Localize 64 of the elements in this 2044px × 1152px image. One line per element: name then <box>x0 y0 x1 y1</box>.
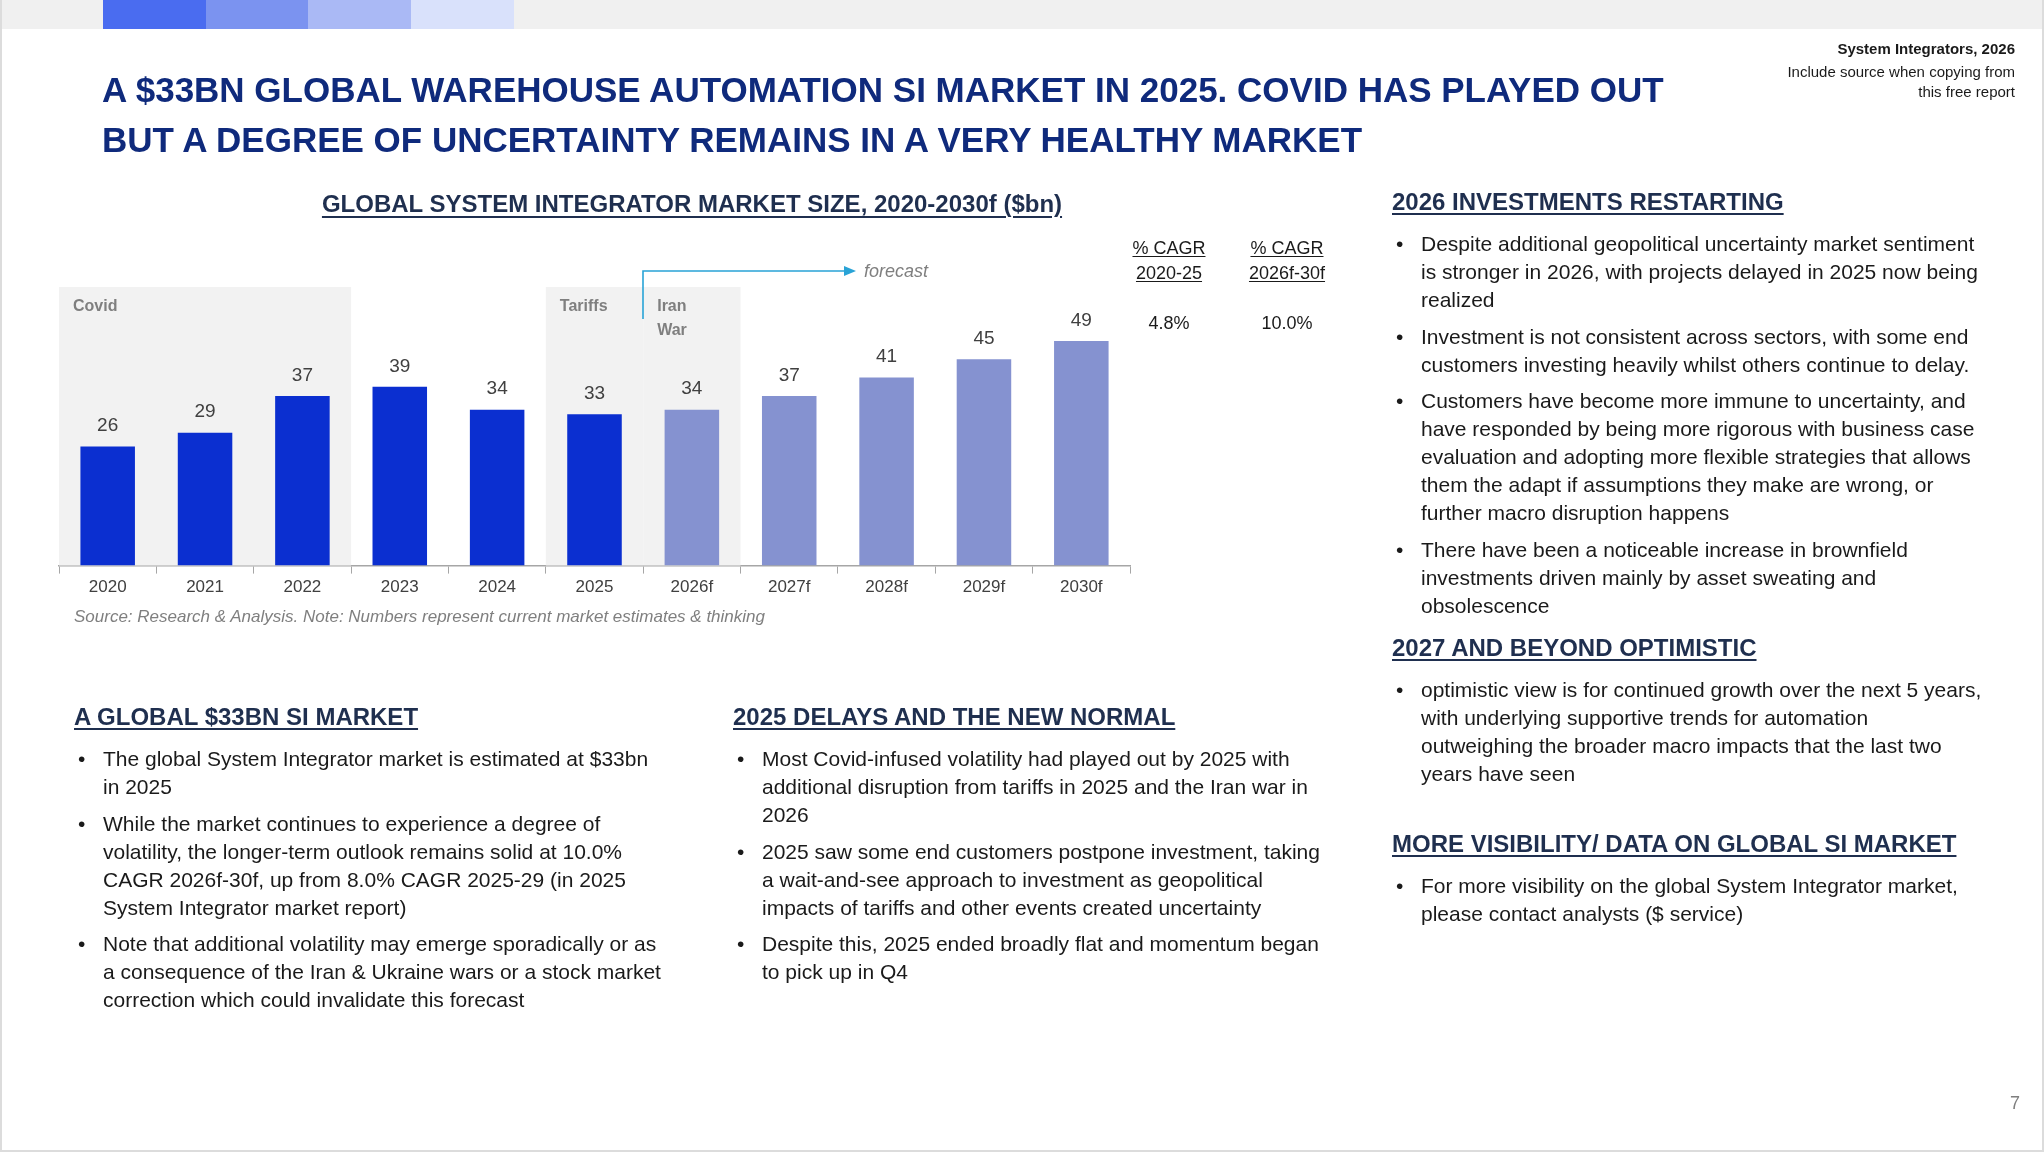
text: • For more visibility on the global System Integrator market, please contact analysts ($ service) <box>1396 872 1958 925</box>
text: MORE VISIBILITY/ DATA ON GLOBAL SI MARKET <box>1392 828 1957 859</box>
text: A GLOBAL $33BN SI MARKET <box>74 702 419 732</box>
data-label: 37 <box>291 363 313 385</box>
band-label: Tariffs <box>559 297 608 315</box>
x-tick-label: 2023 <box>380 577 419 597</box>
text: • The global System Integrator market is estimated at $33bn in 2025 <box>78 746 649 798</box>
data-label: 29 <box>194 400 216 422</box>
bar <box>1054 340 1109 566</box>
data-label: 41 <box>876 345 898 367</box>
data-label: 49 <box>1070 308 1092 330</box>
bar <box>956 359 1012 566</box>
x-tick-label: 2028f <box>865 577 909 597</box>
data-label: 45 <box>973 327 995 348</box>
data-label: 26 <box>97 414 119 436</box>
x-tick-label: 2027f <box>767 577 811 597</box>
text: 4.8% <box>1147 312 1191 335</box>
data-label: 37 <box>778 363 800 385</box>
source-note: Source: Research & Analysis. Note: Numbers represent current market estimates & thinking <box>74 606 765 628</box>
text: • Despite this, 2025 ended broadly flat and momentum began to pick up in Q4 <box>737 931 1319 983</box>
text: forecast <box>864 260 929 282</box>
data-label: 34 <box>681 377 703 399</box>
text: A $33BN GLOBAL WAREHOUSE AUTOMATION SI MARKET IN 2025. COVID HAS PLAYED OUT BUT A DEGREE OF UNCERTAINTY REMAINS IN A VERY HEALTHY MARKET <box>102 69 1665 161</box>
bar <box>761 395 817 566</box>
text: • Most Covid-infused volatility had played out by 2025 with additional disruption from tariffs in 2025 and the Iran war in 2026 <box>737 746 1308 826</box>
text: 2025 DELAYS AND THE NEW NORMAL <box>733 702 1176 732</box>
x-tick-label: 2022 <box>283 577 322 597</box>
bar <box>664 409 720 566</box>
text: % CAGR 2026f-30f <box>1247 237 1327 285</box>
text: % CAGR 2020-25 <box>1131 237 1207 285</box>
bar <box>372 386 428 566</box>
text: • There have been a noticeable increase in brownfield investments driven mainly by asset sweating and obsolescence <box>1396 536 1908 617</box>
x-tick-label: 2021 <box>186 577 224 597</box>
bar <box>80 446 135 566</box>
chart-title: GLOBAL SYSTEM INTEGRATOR MARKET SIZE, 2020-2030f ($bn) <box>321 189 1063 219</box>
text: 7 <box>2009 1092 2021 1114</box>
text: • 2025 saw some end customers postpone investment, taking a wait-and-see approach to investment as geopolitical impacts of tariffs and other events created uncertainty <box>737 838 1320 919</box>
text: Include source when copying from this free report <box>1787 62 2015 102</box>
bar <box>859 377 914 566</box>
x-tick-label: 2020 <box>88 577 127 597</box>
x-tick-label: 2025 <box>575 577 614 597</box>
text: • Investment is not consistent across sectors, with some end customers investing heavily whilst others continue to delay. <box>1396 323 1970 376</box>
text: • Customers have become more immune to uncertainty, and have responded by being more rigorous with business case evaluation and adopting more flexible strategies that allows them the adapt if assumptions they make are wrong, or further macro disruption happens <box>1396 388 1975 524</box>
text: • While the market continues to experience a degree of volatility, the longer-term outlook remains solid at 10.0% CAGR 2026f-30f, up from 8.0% CAGR 2025-29 (in 2025 System Integrator market report) <box>78 810 626 919</box>
x-tick-label: 2024 <box>478 577 517 597</box>
text: 2026 INVESTMENTS RESTARTING <box>1392 187 1784 217</box>
text: • optimistic view is for continued growth over the next 5 years, with underlying supportive trends for automation outweighing the broader macro impacts that the last two years have seen <box>1396 676 1982 785</box>
text: • Note that additional volatility may emerge sporadically or as a consequence of the Iran & Ukraine wars or a stock market correction which could invalidate this forecast <box>78 931 661 1011</box>
data-label: 33 <box>583 382 606 404</box>
x-tick-label: 2029f <box>962 577 1006 597</box>
x-tick-label: 2030f <box>1060 577 1103 597</box>
bar <box>469 409 525 566</box>
text: System Integrators, 2026 <box>1837 39 2015 59</box>
x-tick-label: 2026f <box>670 577 714 597</box>
band-label: Covid <box>73 297 118 315</box>
data-label: 39 <box>389 354 411 376</box>
text: 10.0% <box>1260 312 1314 335</box>
bar <box>177 432 233 566</box>
data-label: 34 <box>486 377 509 399</box>
text: 2027 AND BEYOND OPTIMISTIC <box>1392 632 1757 663</box>
bar <box>567 414 622 566</box>
bar <box>275 395 330 566</box>
band-label: Iran War <box>657 297 687 339</box>
text: • Despite additional geopolitical uncertainty market sentiment is stronger in 2026, with projects delayed in 2025 now being realized <box>1396 231 1978 311</box>
